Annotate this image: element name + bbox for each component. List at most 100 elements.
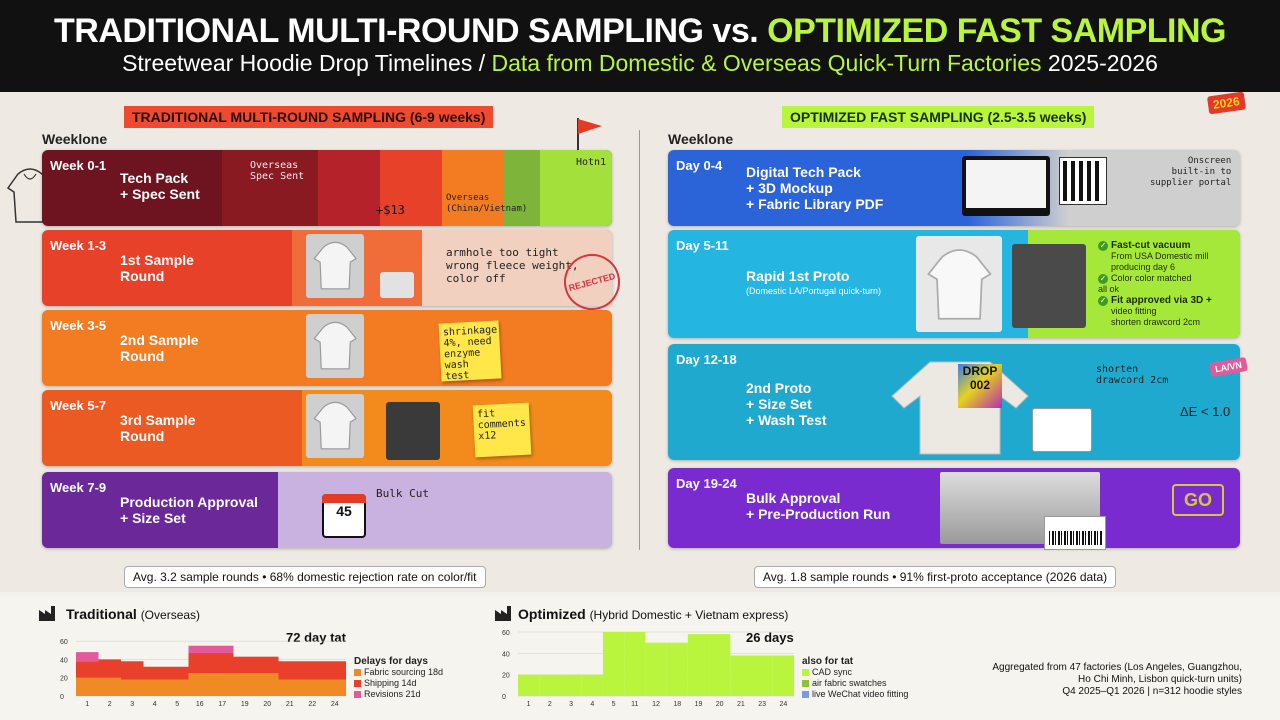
- traditional-row-1-week: Week 0-1: [50, 158, 107, 173]
- traditional-row-3-week: Week 3-5: [50, 318, 107, 333]
- bar-segment: [645, 642, 667, 696]
- bar-segment: [166, 679, 189, 696]
- traditional-row-5-week: Week 7-9: [50, 480, 107, 495]
- bar-segment: [188, 645, 211, 654]
- y-tick-label: 0: [60, 694, 64, 701]
- hoodie-sample-1-image: [306, 234, 364, 298]
- bar-segment: [188, 673, 211, 696]
- optimized-row-2-label: Rapid 1st Proto: [746, 268, 850, 284]
- bar-segment: [256, 673, 279, 696]
- traditional-row-4-label: 3rd Sample Round: [120, 412, 196, 444]
- sticky-note-shrinkage: shrinkage 4%, need enzyme wash test: [438, 320, 502, 382]
- qr-code-icon: [1059, 157, 1107, 205]
- page-subtitle: Streetwear Hoodie Drop Timelines / Data …: [0, 50, 1280, 77]
- drop-print-graphic: DROP 002: [958, 364, 1002, 408]
- factory-icon: [39, 606, 55, 621]
- optimized-row-4-week: Day 19-24: [676, 476, 737, 491]
- x-tick-label: 20: [263, 701, 271, 708]
- bar-segment: [211, 673, 234, 696]
- x-tick-label: 20: [716, 701, 724, 708]
- y-tick-label: 20: [502, 673, 510, 680]
- optimized-row-3-week: Day 12-18: [676, 352, 737, 367]
- subtitle-part-c: 2025-2026: [1047, 50, 1158, 76]
- traditional-chart-legend: Delays for days Fabric sourcing 18d Ship…: [354, 656, 444, 699]
- bar-segment: [323, 679, 346, 696]
- optimized-row-2-week: Day 5-11: [676, 238, 729, 253]
- fabric-swatch-1: [380, 272, 414, 298]
- x-tick-label: 21: [737, 701, 745, 708]
- hoodie-sketch-icon: [6, 168, 54, 223]
- traditional-row-2-label: 1st Sample Round: [120, 252, 194, 284]
- note-portal: Onscreen built-in to supplier portal: [1150, 156, 1232, 188]
- note-cost: +$13: [376, 203, 405, 217]
- bar-segment: [98, 677, 121, 696]
- x-tick-label: 5: [175, 701, 179, 708]
- bar-segment: [278, 679, 301, 696]
- bar-segment: [539, 674, 561, 696]
- x-tick-label: 24: [779, 701, 787, 708]
- optimized-row-1-week: Day 0-4: [676, 158, 723, 173]
- calendar-icon: 45: [322, 494, 366, 538]
- x-tick-label: 4: [590, 701, 594, 708]
- optimized-row-3-label: 2nd Proto + Size Set + Wash Test: [746, 380, 827, 428]
- traditional-row-1: Week 0-1 Tech Pack + Spec Sent: [42, 150, 612, 226]
- bar-segment: [301, 661, 324, 680]
- optimized-timeline-label: Weeklone: [668, 131, 734, 147]
- y-tick-label: 20: [60, 676, 68, 683]
- x-tick-label: 24: [331, 701, 339, 708]
- x-tick-label: 1: [527, 701, 531, 708]
- monitor-3d-mockup-image: [962, 156, 1050, 216]
- bar-segment: [143, 666, 166, 680]
- optimized-chart-total: 26 days: [746, 630, 794, 645]
- panel-divider: [639, 130, 640, 550]
- bar-segment: [76, 652, 99, 662]
- traditional-row-4-week: Week 5-7: [50, 398, 107, 413]
- optimized-row-4-label: Bulk Approval + Pre-Production Run: [746, 490, 891, 522]
- bar-segment: [301, 679, 324, 696]
- traditional-section-title: TRADITIONAL MULTI-ROUND SAMPLING (6-9 we…: [124, 106, 494, 128]
- bar-segment: [278, 661, 301, 680]
- hoodie-sample-3-image: [306, 394, 364, 458]
- bar-segment: [76, 677, 99, 696]
- bar-segment: [709, 634, 731, 696]
- traditional-row-1-label: Tech Pack + Spec Sent: [120, 170, 200, 202]
- bar-segment: [581, 674, 603, 696]
- note-armhole: armhole too tight wrong fleece weight, c…: [446, 246, 579, 285]
- x-tick-label: 17: [218, 701, 226, 708]
- bar-segment: [730, 655, 752, 696]
- traditional-timeline-label: Weeklone: [42, 131, 108, 147]
- x-tick-label: 2: [548, 701, 552, 708]
- go-badge: GO: [1172, 484, 1224, 516]
- note-hotn: Hotn1: [576, 157, 607, 168]
- bar-segment: [323, 661, 346, 680]
- bar-segment: [121, 679, 144, 696]
- bar-segment: [233, 656, 256, 674]
- bar-segment: [211, 653, 234, 674]
- optimized-row-1-label: Digital Tech Pack + 3D Mockup + Fabric L…: [746, 164, 884, 212]
- bar-segment: [143, 679, 166, 696]
- optimized-chart-title: Optimized (Hybrid Domestic + Vietnam exp…: [518, 606, 789, 622]
- y-tick-label: 40: [60, 657, 68, 664]
- traditional-row-5: Week 7-9 Production Approval + Size Set: [42, 472, 612, 548]
- x-tick-label: 22: [308, 701, 316, 708]
- barcode-label: [1044, 516, 1106, 550]
- x-tick-label: 23: [758, 701, 766, 708]
- bar-segment: [772, 655, 794, 696]
- y-tick-label: 60: [60, 639, 68, 646]
- bar-segment: [188, 653, 211, 674]
- x-tick-label: 19: [695, 701, 703, 708]
- optimized-section-title: OPTIMIZED FAST SAMPLING (2.5-3.5 weeks): [782, 106, 1095, 128]
- note-overseas-region: Overseas (China/Vietnam): [446, 193, 528, 214]
- factory-icon-optimized: [495, 606, 511, 621]
- optimized-chart-legend: also for tat CAD sync air fabric swatche…: [802, 656, 909, 699]
- fabric-swatch-proto: [1012, 244, 1086, 328]
- flag-icon: [577, 118, 602, 150]
- subtitle-part-a: Streetwear Hoodie Drop Timelines /: [122, 50, 486, 76]
- x-tick-label: 3: [569, 701, 573, 708]
- note-drawcord: shorten drawcord 2cm: [1096, 364, 1169, 386]
- note-overseas-spec: Overseas Spec Sent: [250, 160, 305, 182]
- x-tick-label: 21: [286, 701, 294, 708]
- bar-segment: [560, 674, 582, 696]
- bar-segment: [233, 673, 256, 696]
